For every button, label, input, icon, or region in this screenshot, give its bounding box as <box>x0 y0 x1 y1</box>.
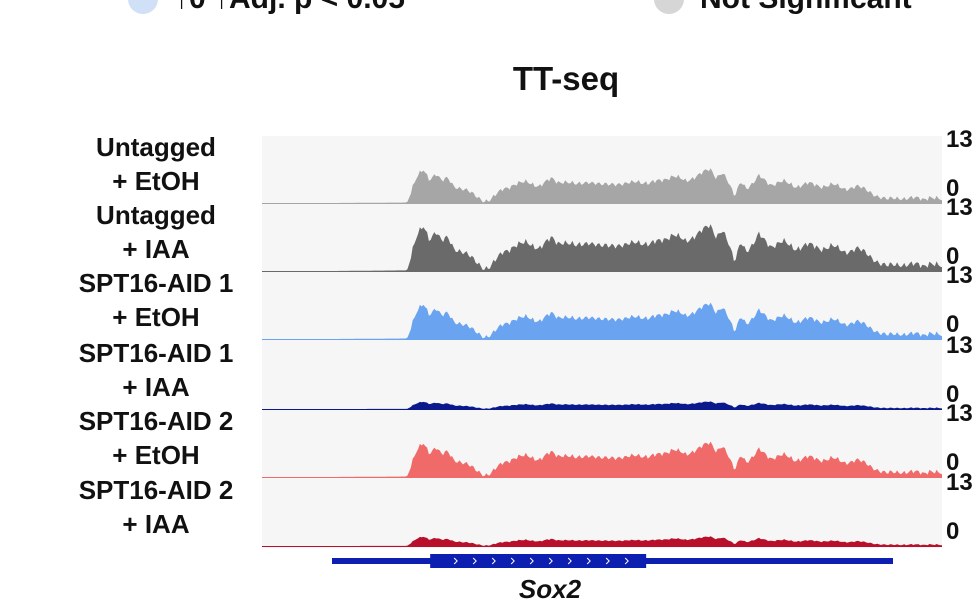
y-tick-min: 0 <box>946 449 960 476</box>
track-label-sample: SPT16-AID 2 <box>78 475 234 505</box>
track-label-treatment: + EtOH <box>112 166 200 196</box>
track-signal-area <box>332 168 942 203</box>
track-label: SPT16-AID 1 + EtOH <box>40 266 272 334</box>
track-label-sample: SPT16-AID 1 <box>78 268 234 298</box>
strand-arrow-icon <box>491 557 496 565</box>
track-label: Untagged + IAA <box>40 198 272 266</box>
track-label-treatment: + IAA <box>122 372 190 402</box>
track-label-treatment: + EtOH <box>112 440 200 470</box>
legend-item-not-significant: Not Significant <box>654 0 912 16</box>
y-tick-max: 13 <box>946 469 973 496</box>
track-signal-area <box>332 224 942 271</box>
legend-dot-blue-icon <box>128 0 158 14</box>
legend-label-not-significant: Not Significant <box>700 0 912 16</box>
y-tick-max: 13 <box>946 400 973 427</box>
strand-arrow-icon <box>472 557 477 565</box>
plot-background <box>262 136 942 548</box>
chart-title: TT-seq <box>512 60 620 97</box>
track-label-treatment: + IAA <box>122 509 190 539</box>
strand-arrow-icon <box>529 557 534 565</box>
track-signal-area <box>332 302 942 339</box>
strand-arrow-icon <box>567 557 572 565</box>
y-tick-max: 13 <box>946 262 973 289</box>
y-tick-min: 0 <box>946 243 960 270</box>
legend-dot-gray-icon <box>654 0 684 14</box>
y-tick-max: 13 <box>946 332 973 359</box>
legend: ↑0 ↑Adj. p < 0.05 Not Significant <box>0 0 980 15</box>
y-tick-max: 13 <box>946 126 973 153</box>
track-label: SPT16-AID 2 + IAA <box>40 473 272 541</box>
track-label-treatment: + IAA <box>122 234 190 264</box>
legend-item-significant: ↑0 ↑Adj. p < 0.05 <box>128 0 405 16</box>
track-signal-area <box>332 441 942 477</box>
strand-arrow-icon <box>453 557 458 565</box>
y-tick-min: 0 <box>946 381 960 408</box>
track-label-treatment: + EtOH <box>112 302 200 332</box>
gene-name-label: Sox2 <box>518 574 582 604</box>
track-label-sample: Untagged <box>96 200 216 230</box>
track-label-sample: Untagged <box>96 132 216 162</box>
strand-arrow-icon <box>510 557 515 565</box>
track-label-sample: SPT16-AID 2 <box>78 406 234 436</box>
strand-arrow-icon <box>548 557 553 565</box>
y-tick-min: 0 <box>946 518 960 545</box>
track-label: Untagged + EtOH <box>40 130 272 198</box>
y-tick-min: 0 <box>946 175 960 202</box>
track-label-sample: SPT16-AID 1 <box>78 338 234 368</box>
gene-model-exon <box>430 554 647 568</box>
track-label: SPT16-AID 1 + IAA <box>40 336 272 404</box>
track-label: SPT16-AID 2 + EtOH <box>40 404 272 472</box>
strand-arrow-icon <box>605 557 610 565</box>
strand-arrow-icon <box>624 557 629 565</box>
y-tick-max: 13 <box>946 194 973 221</box>
track-signal-area <box>332 401 942 409</box>
strand-arrow-icon <box>586 557 591 565</box>
legend-label-significant: ↑0 ↑Adj. p < 0.05 <box>174 0 405 16</box>
track-signal-area <box>332 536 942 546</box>
y-tick-min: 0 <box>946 311 960 338</box>
